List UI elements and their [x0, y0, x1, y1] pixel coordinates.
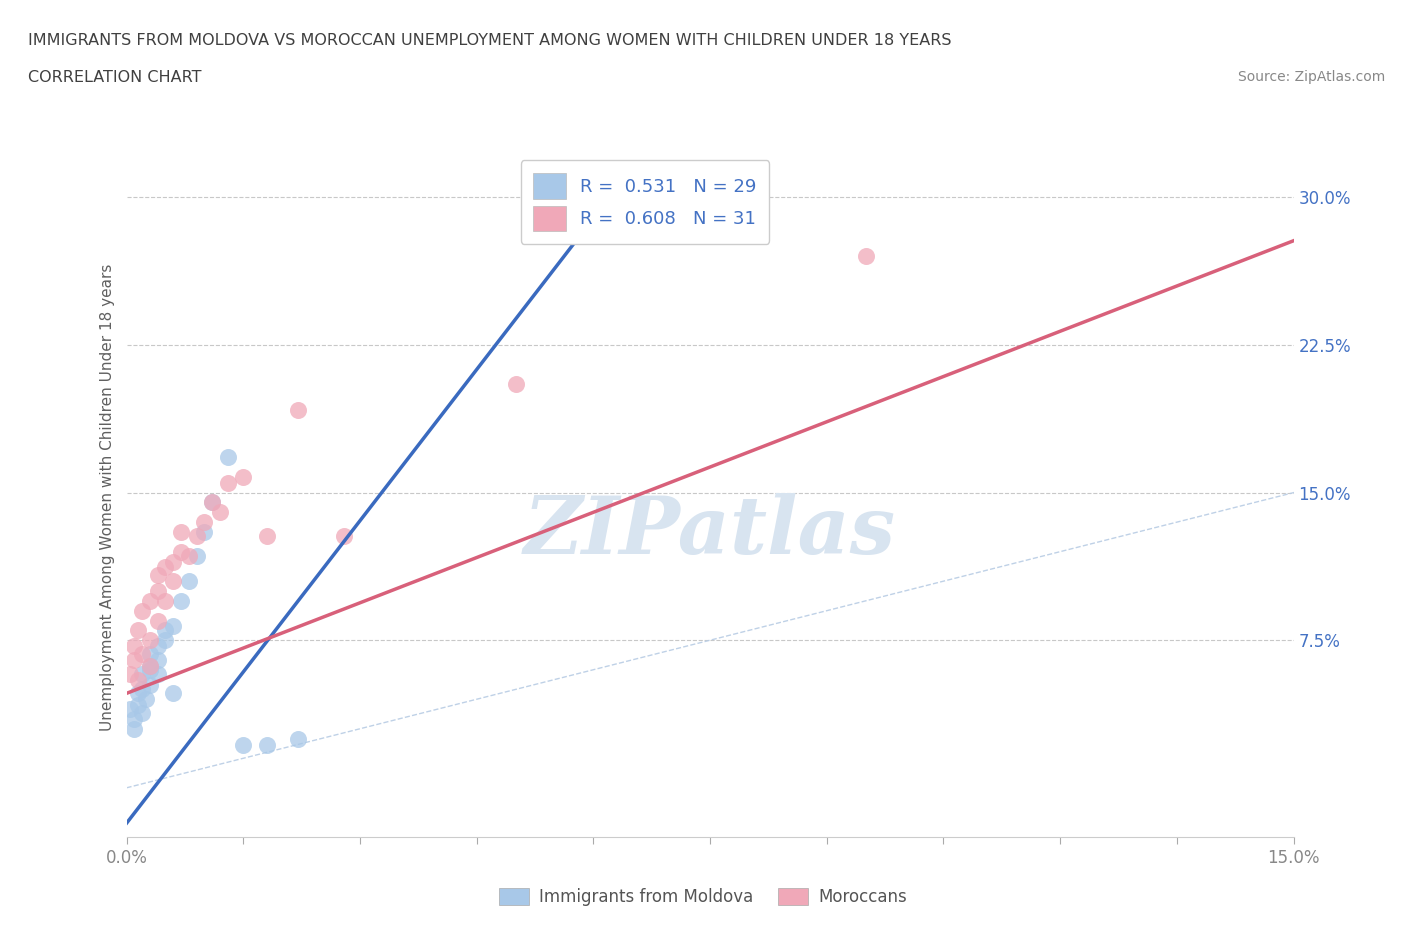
- Point: [139, 632, 162, 647]
- Point: [139, 593, 162, 608]
- Point: [139, 678, 162, 693]
- Point: [155, 623, 177, 638]
- Point: [120, 666, 142, 681]
- Point: [193, 514, 215, 529]
- Point: [186, 528, 208, 543]
- Legend: Immigrants from Moldova, Moroccans: Immigrants from Moldova, Moroccans: [492, 881, 914, 912]
- Point: [170, 544, 193, 559]
- Point: [146, 639, 169, 654]
- Point: [256, 737, 278, 752]
- Y-axis label: Unemployment Among Women with Children Under 18 years: Unemployment Among Women with Children U…: [100, 264, 115, 731]
- Point: [201, 495, 224, 510]
- Point: [170, 525, 193, 539]
- Point: [135, 692, 157, 707]
- Point: [162, 619, 184, 634]
- Point: [287, 731, 309, 746]
- Point: [139, 658, 162, 673]
- Point: [127, 623, 149, 638]
- Point: [162, 574, 184, 589]
- Point: [256, 528, 278, 543]
- Point: [124, 653, 146, 668]
- Point: [124, 722, 146, 737]
- Point: [139, 662, 162, 677]
- Point: [155, 560, 177, 575]
- Point: [127, 672, 149, 687]
- Point: [124, 639, 146, 654]
- Point: [177, 574, 200, 589]
- Point: [131, 706, 153, 721]
- Point: [170, 593, 193, 608]
- Point: [217, 475, 239, 490]
- Point: [146, 666, 169, 681]
- Point: [217, 450, 239, 465]
- Point: [186, 548, 208, 563]
- Point: [177, 548, 200, 563]
- Point: [131, 682, 153, 697]
- Point: [505, 377, 527, 392]
- Point: [155, 632, 177, 647]
- Point: [232, 470, 254, 485]
- Point: [146, 584, 169, 599]
- Point: [232, 737, 254, 752]
- Text: ZIPatlas: ZIPatlas: [524, 493, 896, 570]
- Point: [146, 613, 169, 628]
- Legend: R =  0.531   N = 29, R =  0.608   N = 31: R = 0.531 N = 29, R = 0.608 N = 31: [520, 160, 769, 244]
- Text: CORRELATION CHART: CORRELATION CHART: [28, 70, 201, 85]
- Point: [131, 604, 153, 618]
- Point: [855, 249, 877, 264]
- Point: [287, 403, 309, 418]
- Point: [146, 653, 169, 668]
- Point: [201, 495, 224, 510]
- Point: [193, 525, 215, 539]
- Point: [139, 646, 162, 661]
- Point: [131, 666, 153, 681]
- Point: [127, 698, 149, 712]
- Point: [162, 686, 184, 701]
- Point: [120, 701, 142, 716]
- Point: [146, 568, 169, 583]
- Text: IMMIGRANTS FROM MOLDOVA VS MOROCCAN UNEMPLOYMENT AMONG WOMEN WITH CHILDREN UNDER: IMMIGRANTS FROM MOLDOVA VS MOROCCAN UNEM…: [28, 33, 952, 47]
- Point: [155, 593, 177, 608]
- Point: [124, 711, 146, 726]
- Point: [333, 528, 356, 543]
- Point: [127, 686, 149, 701]
- Point: [131, 646, 153, 661]
- Point: [162, 554, 184, 569]
- Point: [139, 658, 162, 673]
- Point: [208, 505, 231, 520]
- Text: Source: ZipAtlas.com: Source: ZipAtlas.com: [1237, 70, 1385, 84]
